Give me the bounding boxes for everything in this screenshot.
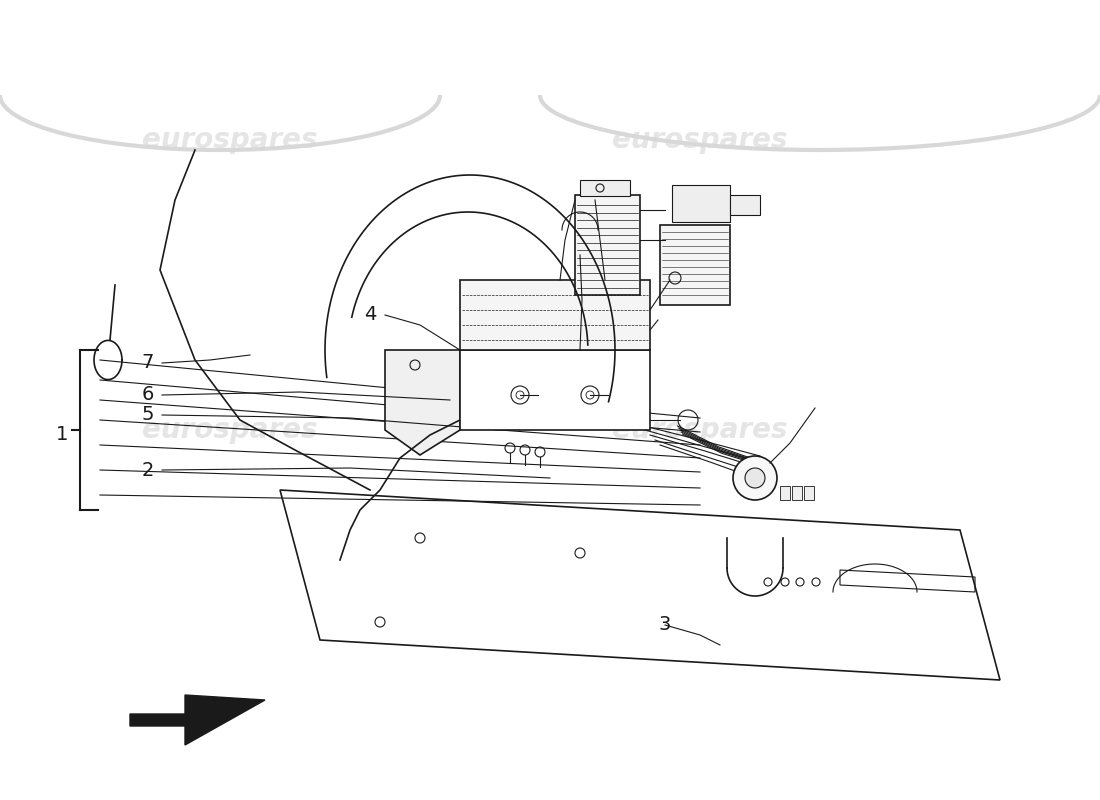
Polygon shape [780, 486, 790, 500]
Circle shape [733, 456, 777, 500]
Polygon shape [580, 180, 630, 196]
Polygon shape [792, 486, 802, 500]
Circle shape [745, 468, 764, 488]
Polygon shape [460, 350, 650, 430]
Polygon shape [575, 195, 640, 295]
Polygon shape [804, 486, 814, 500]
Text: 2: 2 [142, 461, 154, 479]
Text: 1: 1 [56, 426, 68, 445]
Polygon shape [660, 225, 730, 305]
Polygon shape [385, 350, 460, 455]
Polygon shape [460, 280, 650, 350]
Text: 5: 5 [142, 406, 154, 425]
Text: eurospares: eurospares [613, 416, 788, 444]
Polygon shape [130, 695, 265, 745]
Polygon shape [730, 195, 760, 215]
Text: 7: 7 [142, 354, 154, 373]
Text: 6: 6 [142, 386, 154, 405]
Text: 4: 4 [364, 306, 376, 325]
Text: 3: 3 [659, 615, 671, 634]
Polygon shape [672, 185, 730, 222]
Text: eurospares: eurospares [142, 126, 318, 154]
Text: eurospares: eurospares [613, 126, 788, 154]
Text: eurospares: eurospares [142, 416, 318, 444]
